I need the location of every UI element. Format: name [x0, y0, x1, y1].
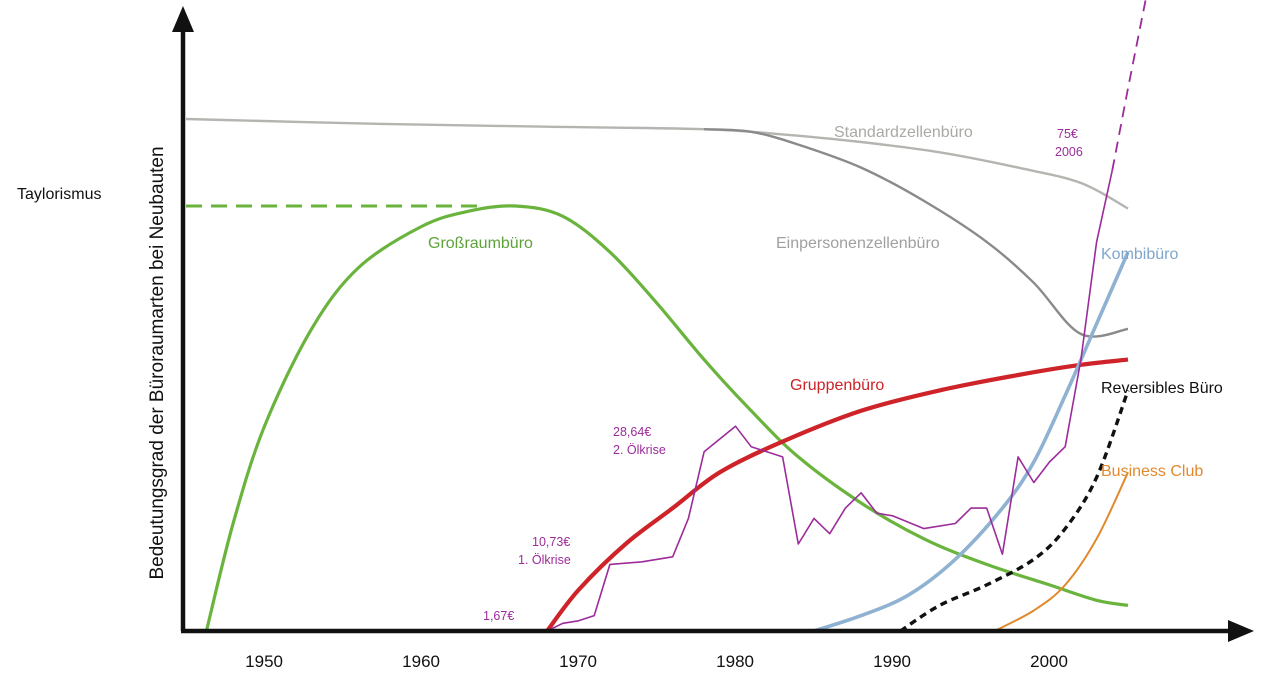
x-tick-label-2000: 2000 — [1030, 652, 1068, 671]
x-tick-label-1980: 1980 — [716, 652, 754, 671]
label-gruppenbuero: Gruppenbüro — [790, 377, 884, 394]
label-reversibles-buero: Reversibles Büro — [1101, 380, 1223, 397]
series-line-gruppenbuero — [545, 357, 1129, 630]
series-line-oelpreis — [547, 170, 1114, 630]
x-tick-label-1970: 1970 — [559, 652, 597, 671]
series-line-grossraumbuero — [204, 204, 1129, 630]
y-axis-arrowhead — [172, 6, 194, 32]
label-grossraumbuero: Großraumbüro — [428, 235, 533, 252]
oil-annotation-1974-event: 1. Ölkrise — [518, 553, 571, 567]
series-line-kombibuero — [813, 251, 1130, 630]
series-line-business-club — [994, 471, 1129, 630]
oil-annotation-2006-year: 2006 — [1055, 145, 1083, 159]
series-line-reversibles-buero — [899, 389, 1130, 630]
oil-annotation-2006-price: 75€ — [1057, 127, 1078, 141]
oil-annotation-1980-event: 2. Ölkrise — [613, 443, 666, 457]
x-tick-labels: 1950 1960 1970 1980 1990 2000 — [245, 652, 1068, 671]
series-line-oelpreis-trend — [1111, 0, 1147, 171]
series-layer — [185, 0, 1147, 630]
series-line-standardzellenbuero — [185, 117, 1129, 210]
label-standardzellenbuero: Standardzellenbüro — [834, 124, 973, 141]
label-taylorismus: Taylorismus — [17, 186, 101, 203]
oil-annotation-1980-price: 28,64€ — [613, 425, 651, 439]
x-tick-label-1990: 1990 — [873, 652, 911, 671]
y-axis-title: Bedeutungsgrad der Büroraumarten bei Neu… — [147, 146, 168, 579]
x-tick-label-1960: 1960 — [402, 652, 440, 671]
x-axis-arrowhead — [1228, 620, 1254, 642]
oil-annotation-1974-price: 10,73€ — [532, 535, 570, 549]
x-tick-label-1950: 1950 — [245, 652, 283, 671]
label-business-club: Business Club — [1101, 463, 1203, 480]
series-line-einpersonenzellenbuero — [704, 128, 1129, 338]
label-einpersonenzellenbuero: Einpersonenzellenbüro — [776, 235, 940, 252]
label-kombibuero: Kombibüro — [1101, 246, 1178, 263]
oil-annotation-1970: 1,67€ — [483, 609, 514, 623]
